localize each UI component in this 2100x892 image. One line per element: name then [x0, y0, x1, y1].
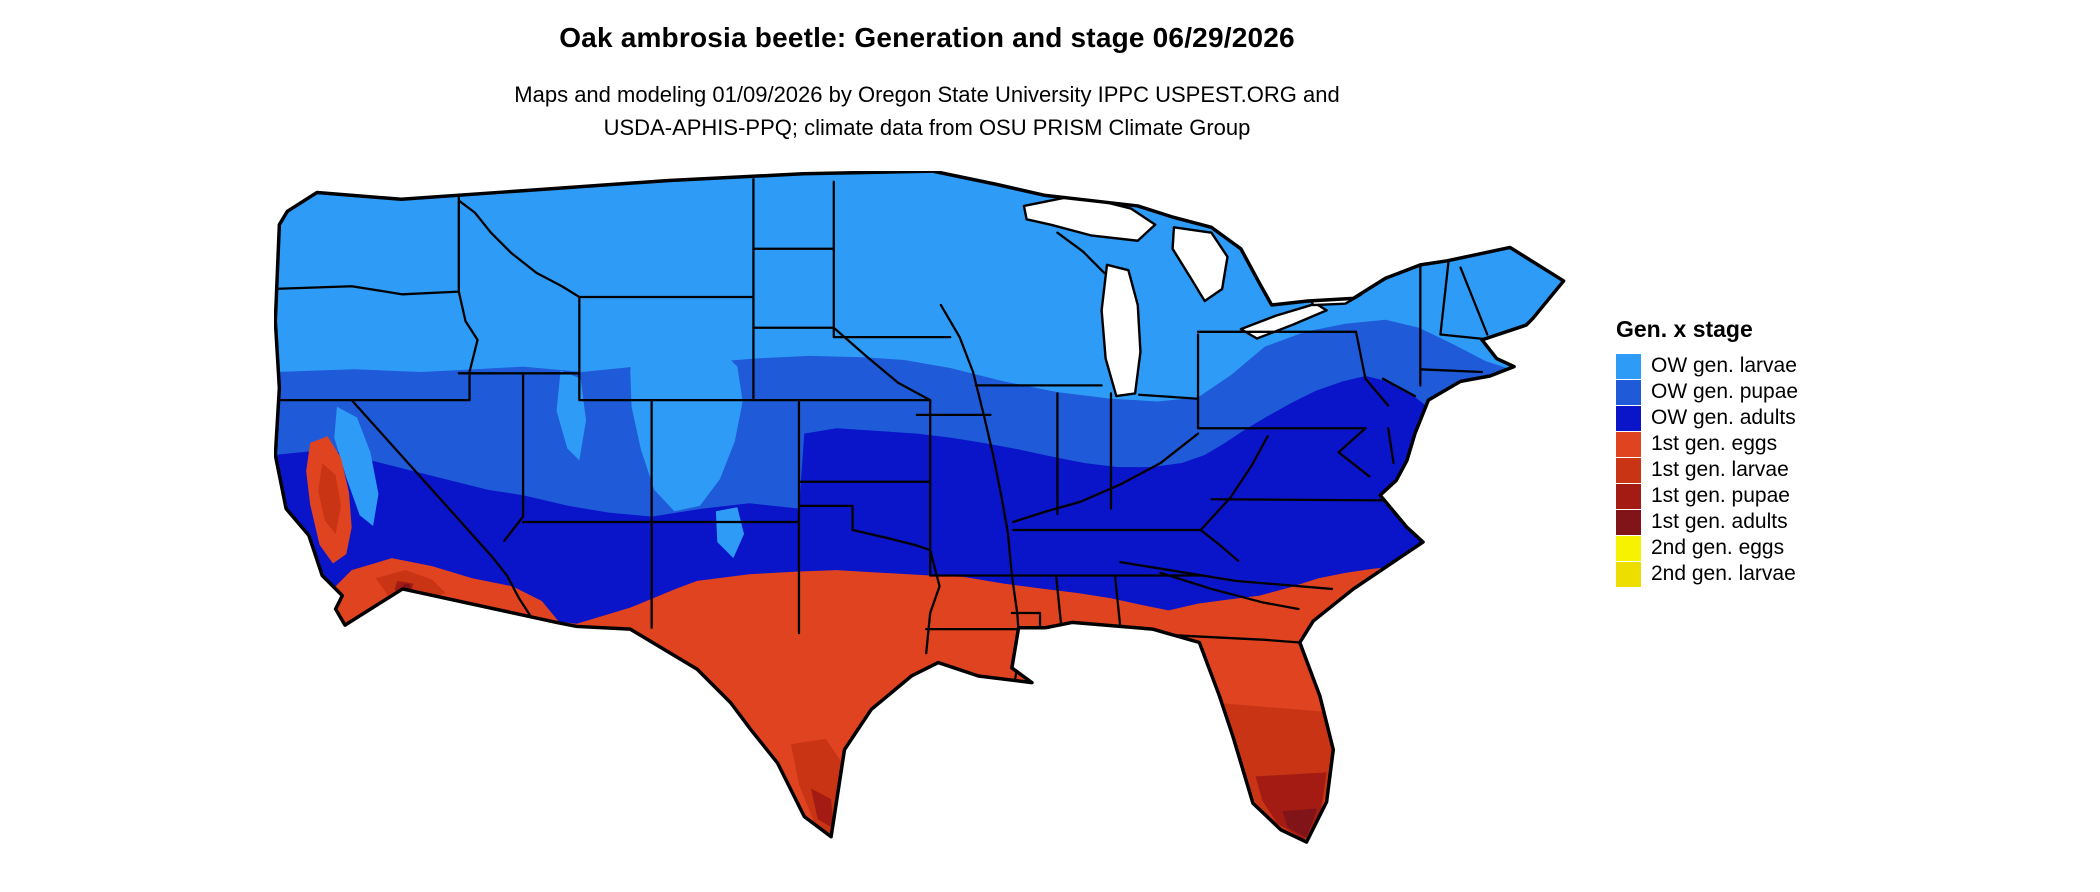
page-title: Oak ambrosia beetle: Generation and stag…	[559, 22, 1295, 53]
legend-label: 1st gen. larvae	[1651, 458, 1789, 481]
credit-text: Maps and modeling 01/09/2026 by Oregon S…	[0, 78, 1854, 144]
us-outline	[274, 171, 1566, 844]
legend-item: 2nd gen. eggs	[1616, 535, 1798, 561]
legend-label: 2nd gen. eggs	[1651, 536, 1785, 559]
region-south-texas-pupae	[811, 788, 834, 829]
legend-item: 1st gen. adults	[1616, 509, 1798, 535]
region-florida-adults	[1282, 808, 1318, 839]
legend-swatch	[1616, 561, 1641, 587]
legend-item: 1st gen. eggs	[1616, 431, 1798, 457]
legend-label: 1st gen. eggs	[1651, 432, 1778, 455]
legend-title: Gen. x stage	[1616, 316, 1753, 342]
region-sierra-cool-patch	[334, 406, 379, 526]
lake-huron	[1171, 226, 1229, 303]
legend-swatch	[1616, 405, 1641, 431]
legend-swatch	[1616, 431, 1641, 457]
legend-swatch	[1616, 379, 1641, 405]
legend-swatch	[1616, 483, 1641, 509]
legend-item: OW gen. pupae	[1616, 379, 1798, 405]
legend-item: OW gen. larvae	[1616, 353, 1798, 379]
legend-item: OW gen. adults	[1616, 405, 1798, 431]
legend-item: 1st gen. pupae	[1616, 483, 1798, 509]
region-rockies-cool-patch	[630, 337, 743, 512]
state-borders	[275, 178, 1494, 692]
legend-swatch	[1616, 457, 1641, 483]
legend-swatch	[1616, 535, 1641, 561]
lake-erie	[1239, 302, 1328, 340]
region-keys-2nd-eggs	[1276, 869, 1284, 877]
credit-line-2: USDA-APHIS-PPQ; climate data from OSU PR…	[603, 115, 1251, 140]
legend: Gen. x stage OW gen. larvae OW gen. pupa…	[1616, 316, 1798, 587]
legend-item: 2nd gen. larvae	[1616, 561, 1798, 587]
region-central-valley-larvae	[318, 463, 341, 535]
credit-line-1: Maps and modeling 01/09/2026 by Oregon S…	[514, 82, 1340, 107]
legend-item: 1st gen. larvae	[1616, 457, 1798, 483]
legend-label: 1st gen. pupae	[1651, 484, 1790, 507]
legend-label: 1st gen. adults	[1651, 510, 1788, 533]
lake-michigan	[1100, 263, 1142, 398]
legend-swatch	[1616, 509, 1641, 535]
region-keys-2nd-eggs	[1291, 871, 1298, 878]
legend-swatch	[1616, 353, 1641, 379]
region-keys-2nd-larvae	[1305, 869, 1310, 874]
region-florida-pupae	[1255, 772, 1327, 840]
us-generation-stage-map	[274, 171, 1566, 878]
region-newmexico-cool-patch	[715, 507, 745, 559]
legend-label: OW gen. larvae	[1651, 354, 1797, 377]
legend-label: 2nd gen. larvae	[1651, 562, 1796, 585]
region-1st-gen-eggs	[523, 566, 1564, 843]
legend-label: OW gen. adults	[1651, 406, 1796, 429]
region-keys-2nd-larvae	[1262, 865, 1269, 872]
legend-label: OW gen. pupae	[1651, 380, 1799, 403]
